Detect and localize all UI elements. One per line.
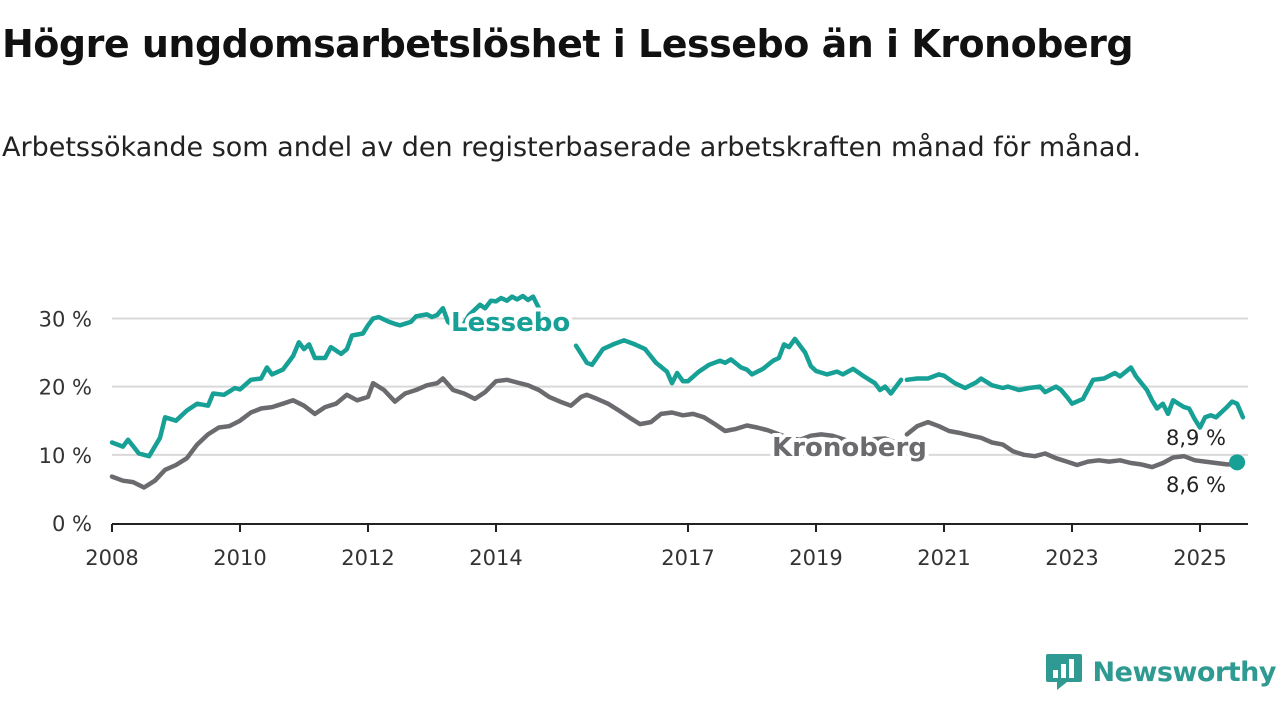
brand-logo: Newsworthy (1045, 650, 1277, 694)
y-tick-label: 30 % (39, 307, 92, 331)
newsworthy-logo-icon (1045, 654, 1082, 690)
chart-title: Högre ungdomsarbetslöshet i Lessebo än i… (2, 22, 1134, 66)
x-tick-label: 2021 (917, 546, 970, 570)
value-label-kronoberg: 8,6 % (1166, 473, 1226, 497)
value-label-lessebo: 8,9 % (1166, 426, 1226, 450)
x-tick-label: 2012 (341, 546, 394, 570)
x-tick-label: 2017 (661, 546, 714, 570)
end-point-marker (1229, 454, 1246, 471)
brand-name: Newsworthy (1092, 656, 1277, 688)
x-tick-label: 2010 (213, 546, 266, 570)
line-chart: 0 % 10 % 20 % 30 % 2008 2010 2012 2014 2017 2019 2… (39, 293, 1248, 570)
series-label-kronoberg: Kronoberg (772, 433, 927, 463)
x-tick-label: 2023 (1045, 546, 1098, 570)
x-tick-label: 2008 (85, 546, 138, 570)
series-line-lessebo (109, 293, 547, 459)
y-tick-label: 10 % (39, 444, 92, 468)
x-tick-label: 2014 (469, 546, 522, 570)
x-tick-label: 2025 (1173, 546, 1226, 570)
series-line-kronoberg (109, 376, 920, 490)
series-label-lessebo-halo: Lessebo (451, 308, 570, 338)
series-label-lessebo: Lessebo (451, 308, 570, 338)
series-label-kronoberg-halo: Kronoberg (772, 433, 927, 463)
series-line-lessebo (573, 336, 904, 396)
chart-subtitle: Arbetssökande som andel av den registerb… (2, 132, 1142, 163)
series-line-lessebo (904, 365, 1246, 430)
y-tick-label: 0 % (52, 512, 92, 536)
series-line-kronoberg (904, 419, 1240, 470)
x-tick-label: 2019 (789, 546, 842, 570)
y-tick-label: 20 % (39, 376, 92, 400)
